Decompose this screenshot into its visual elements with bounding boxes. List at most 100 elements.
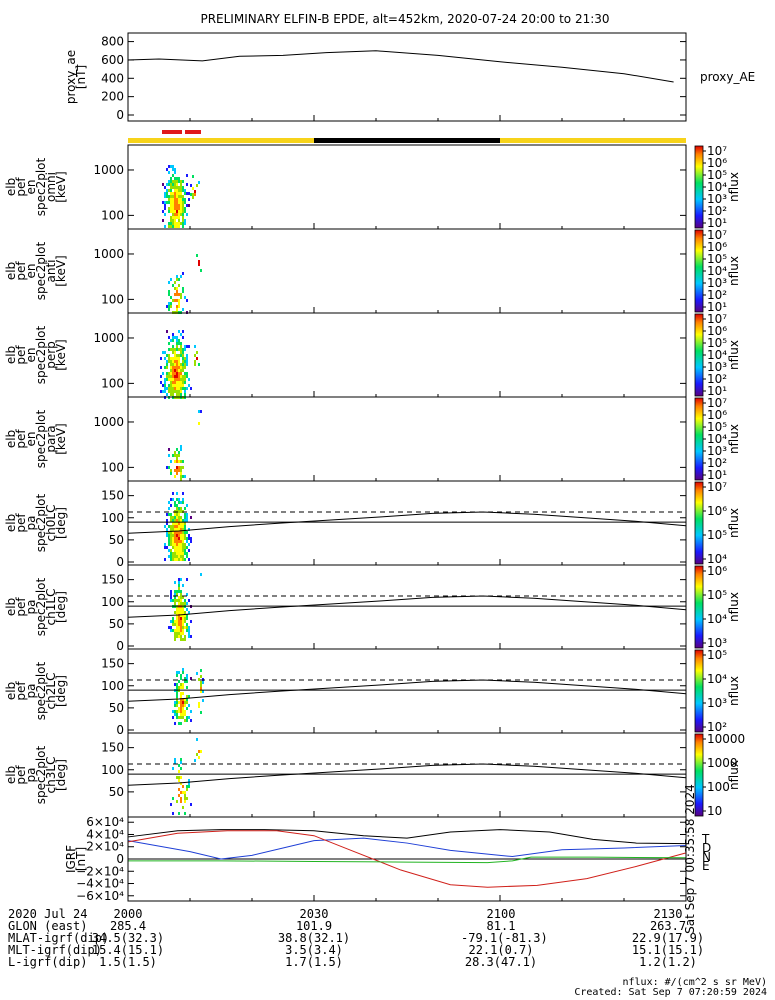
spectrogram-pixel <box>174 722 176 725</box>
spectrogram-pixel <box>184 198 186 201</box>
spectrogram-pixel <box>172 186 174 189</box>
y-axis-label: spec2plot <box>34 241 48 300</box>
spectrogram-pixel <box>164 207 166 210</box>
spectrogram-pixel <box>178 460 180 463</box>
spectrogram-pixel <box>180 686 182 689</box>
spectrogram-pixel <box>176 390 178 393</box>
spectrogram-pixel <box>172 357 174 360</box>
spectrogram-pixel <box>170 222 172 225</box>
spectrogram-pixel <box>176 620 178 623</box>
spectrogram-pixel <box>180 531 182 534</box>
spectrogram-pixel <box>184 599 186 602</box>
spectrogram-pixel <box>190 677 192 680</box>
spectrogram-pixel <box>184 513 186 516</box>
spectrogram-pixel <box>178 608 180 611</box>
spectrogram-pixel <box>170 360 172 363</box>
spectrogram-pixel <box>192 175 194 178</box>
spectrogram-pixel <box>188 204 190 207</box>
spectrogram-pixel <box>164 192 166 195</box>
spectrogram-pixel <box>174 378 176 381</box>
spectrogram-pixel <box>174 177 176 180</box>
spectrogram-pixel <box>178 330 180 333</box>
spectrogram-pixel <box>178 528 180 531</box>
spectrogram-pixel <box>178 716 180 719</box>
spectrogram-pixel <box>174 701 176 704</box>
spectrogram-pixel <box>170 204 172 207</box>
spectrogram-pixel <box>178 278 180 281</box>
spectrogram-pixel <box>182 683 184 686</box>
spectrogram-pixel <box>176 360 178 363</box>
spectrogram-pixel <box>184 794 186 797</box>
spectrogram-pixel <box>194 193 196 196</box>
spectrogram-pixel <box>186 387 188 390</box>
spectrogram-pixel <box>172 528 174 531</box>
spectrogram-pixel <box>176 363 178 366</box>
spectrogram-pixel <box>182 611 184 614</box>
spectrogram-pixel <box>186 372 188 375</box>
spectrogram-pixel <box>176 180 178 183</box>
spectrogram-pixel <box>164 357 166 360</box>
ephemeris-value: 2130 <box>653 907 683 921</box>
spectrogram-pixel <box>176 629 178 632</box>
spectrogram-pixel <box>178 635 180 638</box>
spectrogram-pixel <box>182 180 184 183</box>
spectrogram-pixel <box>186 788 188 791</box>
spectrogram-pixel <box>186 513 188 516</box>
spectrogram-pixel <box>178 510 180 513</box>
spectrogram-pixel <box>170 305 172 308</box>
spectrogram-pixel <box>180 540 182 543</box>
spectrogram-pixel <box>178 507 180 510</box>
spectrogram-pixel <box>188 716 190 719</box>
spectrogram-pixel <box>170 460 172 463</box>
spectrogram-pixel <box>180 222 182 225</box>
spectrogram-pixel <box>174 348 176 351</box>
spectrogram-pixel <box>178 222 180 225</box>
spectrogram-pixel <box>182 806 184 809</box>
y-axis-label: elb <box>4 598 18 616</box>
ephemeris-value: 22.1(0.7) <box>468 943 534 957</box>
spectrogram-pixel <box>172 546 174 549</box>
spectrogram-pixel <box>180 472 182 475</box>
spectrogram-pixel <box>170 390 172 393</box>
ephemeris-value: 263.7 <box>649 919 687 933</box>
spectrogram-pixel <box>188 632 190 635</box>
spectrogram-pixel <box>170 366 172 369</box>
spectrogram-pixel <box>178 558 180 561</box>
spectrogram-pixel <box>178 513 180 516</box>
spectrogram-pixel <box>192 187 194 190</box>
spectrogram-pixel <box>162 219 164 222</box>
colorbar-label: 10³ <box>707 192 727 206</box>
spectrogram-pixel <box>174 369 176 372</box>
spectrogram-pixel <box>178 213 180 216</box>
spectrogram-pixel <box>180 375 182 378</box>
spectrogram-pixel <box>170 593 172 596</box>
colorbar-title: nflux <box>727 676 741 706</box>
spectrogram-pixel <box>182 519 184 522</box>
spectrogram-pixel <box>180 620 182 623</box>
spectrogram-pixel <box>190 387 192 390</box>
spectrogram-pixel <box>180 614 182 617</box>
spectrogram-pixel <box>174 351 176 354</box>
spectrogram-pixel <box>182 360 184 363</box>
spectrogram-pixel <box>184 516 186 519</box>
spectrogram-pixel <box>178 177 180 180</box>
spectrogram-pixel <box>180 534 182 537</box>
spectrogram-pixel <box>180 507 182 510</box>
spectrogram-pixel <box>170 599 172 602</box>
spectrogram-pixel <box>166 546 168 549</box>
spectrogram-pixel <box>180 701 182 704</box>
spectrogram-pixel <box>180 599 182 602</box>
ephemeris-value: 1.5(1.5) <box>99 955 157 969</box>
spectrogram-pixel <box>176 599 178 602</box>
spectrogram-pixel <box>172 384 174 387</box>
orbit-shadow-bar <box>314 138 500 143</box>
spectrogram-pixel <box>192 196 194 199</box>
spectrogram-pixel <box>166 393 168 396</box>
spectrogram-pixel <box>170 177 172 180</box>
spectrogram-pixel <box>184 372 186 375</box>
panel-frame-ch3LC <box>127 732 687 818</box>
spectrogram-pixel <box>188 635 190 638</box>
spectrogram-pixel <box>182 623 184 626</box>
igrf-line-T <box>127 829 687 845</box>
spectrogram-pixel <box>186 354 188 357</box>
